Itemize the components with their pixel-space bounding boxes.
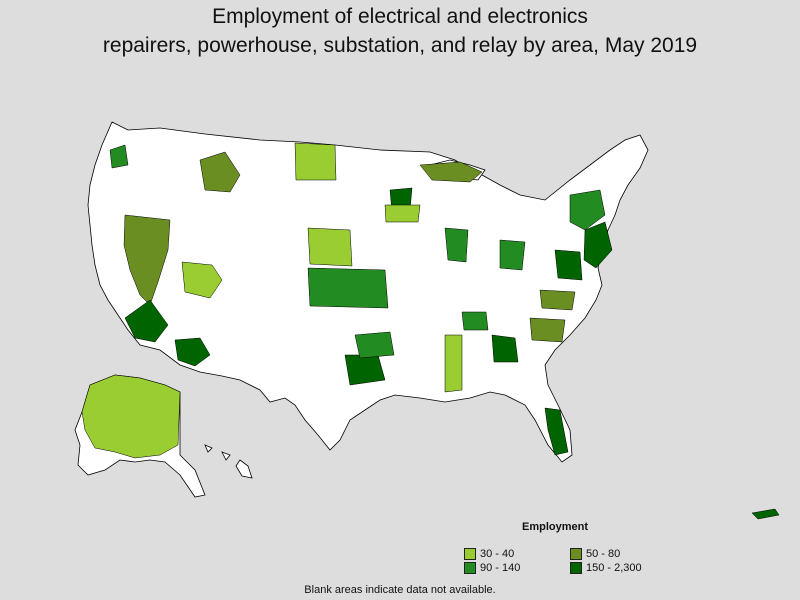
area-nebraska: [307, 227, 353, 267]
legend-label: 30 - 40: [480, 548, 515, 560]
title-line-1: Employment of electrical and electronics: [212, 5, 588, 28]
legend-label: 150 - 2,300: [586, 562, 642, 574]
legend-title: Employment: [522, 521, 589, 533]
hawaii: [204, 444, 253, 479]
area-phoenix: [174, 337, 211, 367]
area-washington: [109, 144, 129, 169]
area-florida: [544, 407, 569, 456]
area-georgia: [491, 334, 519, 363]
area-iowa: [384, 204, 421, 223]
area-alaska: [81, 374, 181, 459]
legend-item-50-80: 50 - 80: [570, 548, 620, 560]
area-carolinas: [529, 317, 566, 343]
legend-swatch: [464, 562, 476, 574]
legend-item-90-140: 90 - 140: [464, 562, 520, 574]
area-new-york: [569, 189, 606, 231]
area-tennessee: [461, 311, 489, 331]
legend-swatch: [570, 548, 582, 560]
area-montana: [199, 151, 241, 193]
area-ohio: [499, 239, 526, 271]
legend-swatch: [464, 548, 476, 560]
area-pennsylvania: [554, 249, 583, 281]
area-michigan-up: [419, 161, 483, 183]
legend-item-30-40: 30 - 40: [464, 548, 514, 560]
area-los-angeles: [124, 299, 169, 343]
area-utah: [181, 261, 223, 299]
legend-label: 90 - 140: [480, 562, 521, 574]
area-arkansas: [354, 331, 395, 359]
legend-swatch: [570, 562, 582, 574]
footnote: Blank areas indicate data not available.: [304, 584, 496, 596]
area-virginia: [539, 289, 576, 311]
area-north-dakota: [294, 142, 337, 181]
legend-label: 50 - 80: [586, 548, 621, 560]
area-kansas: [307, 267, 389, 309]
area-oklahoma-tx: [344, 354, 386, 386]
puerto-rico: [751, 508, 780, 520]
title-line-2: repairers, powerhouse, substation, and r…: [102, 34, 698, 57]
area-illinois: [444, 227, 469, 263]
area-mississippi: [444, 334, 463, 393]
map-title: Employment of electrical and electronics…: [0, 2, 800, 60]
legend-item-150-2300: 150 - 2,300: [570, 562, 642, 574]
area-northeast-corridor: [583, 221, 613, 269]
